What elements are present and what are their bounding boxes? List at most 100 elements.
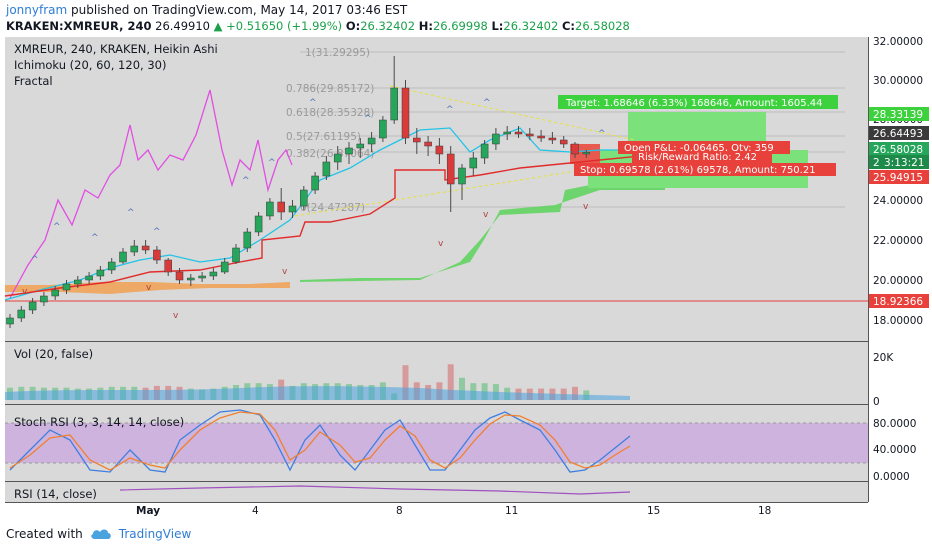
candle[interactable] [458, 167, 466, 185]
candle[interactable] [435, 145, 444, 155]
candle[interactable] [526, 133, 534, 137]
candle[interactable] [333, 153, 342, 163]
candle[interactable] [311, 175, 319, 191]
last-price: 26.49910 [155, 19, 210, 33]
candle[interactable] [322, 161, 331, 177]
candle[interactable] [243, 231, 252, 249]
candle[interactable] [424, 141, 432, 147]
time-tick: 4 [252, 505, 259, 517]
open-label: O: [345, 19, 361, 33]
position-tool[interactable]: Target: 1.68646 (6.33%) 168646, Amount: … [558, 95, 838, 176]
candle[interactable] [480, 143, 489, 159]
price-pane[interactable] [5, 37, 868, 341]
candle[interactable] [74, 279, 82, 285]
fractal-up: ^ [31, 255, 39, 265]
volume-bar [447, 364, 454, 400]
candle[interactable] [232, 247, 240, 263]
pnl-label-box [618, 141, 790, 154]
candle[interactable] [164, 259, 172, 273]
chart-canvas[interactable]: 1(31.29295) 0.786(29.85172) 0.618(28.353… [0, 36, 932, 518]
candle[interactable] [130, 245, 139, 253]
high-value: 26.69998 [432, 19, 488, 33]
target-zone[interactable] [628, 112, 766, 142]
candle[interactable] [175, 271, 184, 281]
candle[interactable] [559, 139, 568, 145]
fib-label-0382: 0.382(26.87064) [286, 148, 374, 160]
candle[interactable] [345, 147, 353, 155]
candle[interactable] [288, 205, 297, 213]
rsi-legend[interactable]: RSI (14, close) [14, 487, 97, 501]
candle[interactable] [300, 189, 308, 207]
price-tick: 22.00000 [873, 235, 923, 247]
stoch-legend[interactable]: Stoch RSI (3, 3, 14, 14, close) [14, 415, 184, 429]
candle[interactable] [96, 269, 105, 277]
time-tick: 8 [396, 505, 403, 517]
candle[interactable] [6, 317, 14, 325]
candle[interactable] [209, 271, 218, 277]
candle[interactable] [40, 295, 48, 303]
symbol-label: KRAKEN:XMREUR, 240 [6, 19, 152, 33]
candle[interactable] [469, 157, 478, 169]
candle[interactable] [266, 201, 274, 217]
candle[interactable] [571, 143, 579, 155]
volume-legend[interactable]: Vol (20, false) [14, 347, 93, 361]
low-label: L: [491, 19, 504, 33]
candle[interactable] [548, 137, 557, 141]
candle[interactable] [582, 152, 591, 155]
chart-legend-title: XMREUR, 240, KRAKEN, Heikin Ashi [14, 42, 218, 56]
fractal-up: ^ [598, 129, 606, 139]
fractal-up: ^ [127, 208, 135, 218]
candle[interactable] [141, 245, 150, 251]
fib-label-0618: 0.618(28.35328) [286, 107, 374, 119]
candle[interactable] [51, 289, 59, 297]
candle[interactable] [537, 135, 545, 139]
stoch-tick: 80.0000 [873, 418, 916, 430]
fractal-up: ^ [309, 98, 317, 108]
candle[interactable] [28, 301, 37, 311]
candle[interactable] [356, 143, 365, 149]
time-tick: 18 [758, 505, 771, 517]
low-value: 26.32402 [503, 19, 559, 33]
volume-ma [5, 386, 630, 400]
candle[interactable] [220, 261, 229, 273]
candle[interactable] [187, 277, 195, 281]
rr-label-box [632, 151, 772, 163]
candle[interactable] [107, 261, 116, 271]
candles-group[interactable] [6, 56, 591, 328]
target-price-badge [869, 107, 929, 121]
publish-info: jonnyfram published on TradingView.com, … [6, 3, 407, 17]
candle[interactable] [277, 201, 285, 213]
candle[interactable] [413, 137, 421, 143]
close-value: 26.58028 [575, 19, 630, 33]
countdown-hidden: 2 [873, 157, 880, 169]
candle[interactable] [492, 133, 500, 145]
candle[interactable] [62, 283, 71, 291]
ichimoku-legend[interactable]: Ichimoku (20, 60, 120, 30) [14, 58, 166, 72]
author-link[interactable]: jonnyfram [6, 3, 68, 17]
candle[interactable] [446, 153, 455, 185]
rsi-line [119, 485, 631, 495]
trendline-lower[interactable] [294, 167, 596, 217]
published-text: published on TradingView.com, May 14, 20… [71, 3, 408, 17]
candle[interactable] [85, 275, 93, 281]
candle[interactable] [17, 309, 26, 319]
ichimoku-cloud-bearish [5, 282, 290, 294]
candle[interactable] [119, 251, 127, 263]
stoch-k-line [9, 409, 631, 473]
rsi-pane[interactable] [5, 482, 868, 502]
fractal-down: v [146, 283, 152, 293]
price-tick: 32.00000 [873, 36, 923, 48]
candle[interactable] [367, 137, 376, 145]
fractal-legend[interactable]: Fractal [14, 74, 53, 88]
candle[interactable] [379, 119, 387, 139]
candle[interactable] [401, 87, 410, 139]
candle[interactable] [503, 131, 511, 135]
candle[interactable] [153, 249, 161, 261]
stoch-tick: 40.0000 [873, 444, 916, 456]
tradingview-link[interactable]: TradingView [118, 527, 192, 541]
time-tick: 15 [647, 505, 660, 517]
candle[interactable] [254, 215, 263, 233]
candle[interactable] [198, 275, 206, 279]
candle[interactable] [390, 87, 398, 121]
candle[interactable] [514, 131, 523, 135]
